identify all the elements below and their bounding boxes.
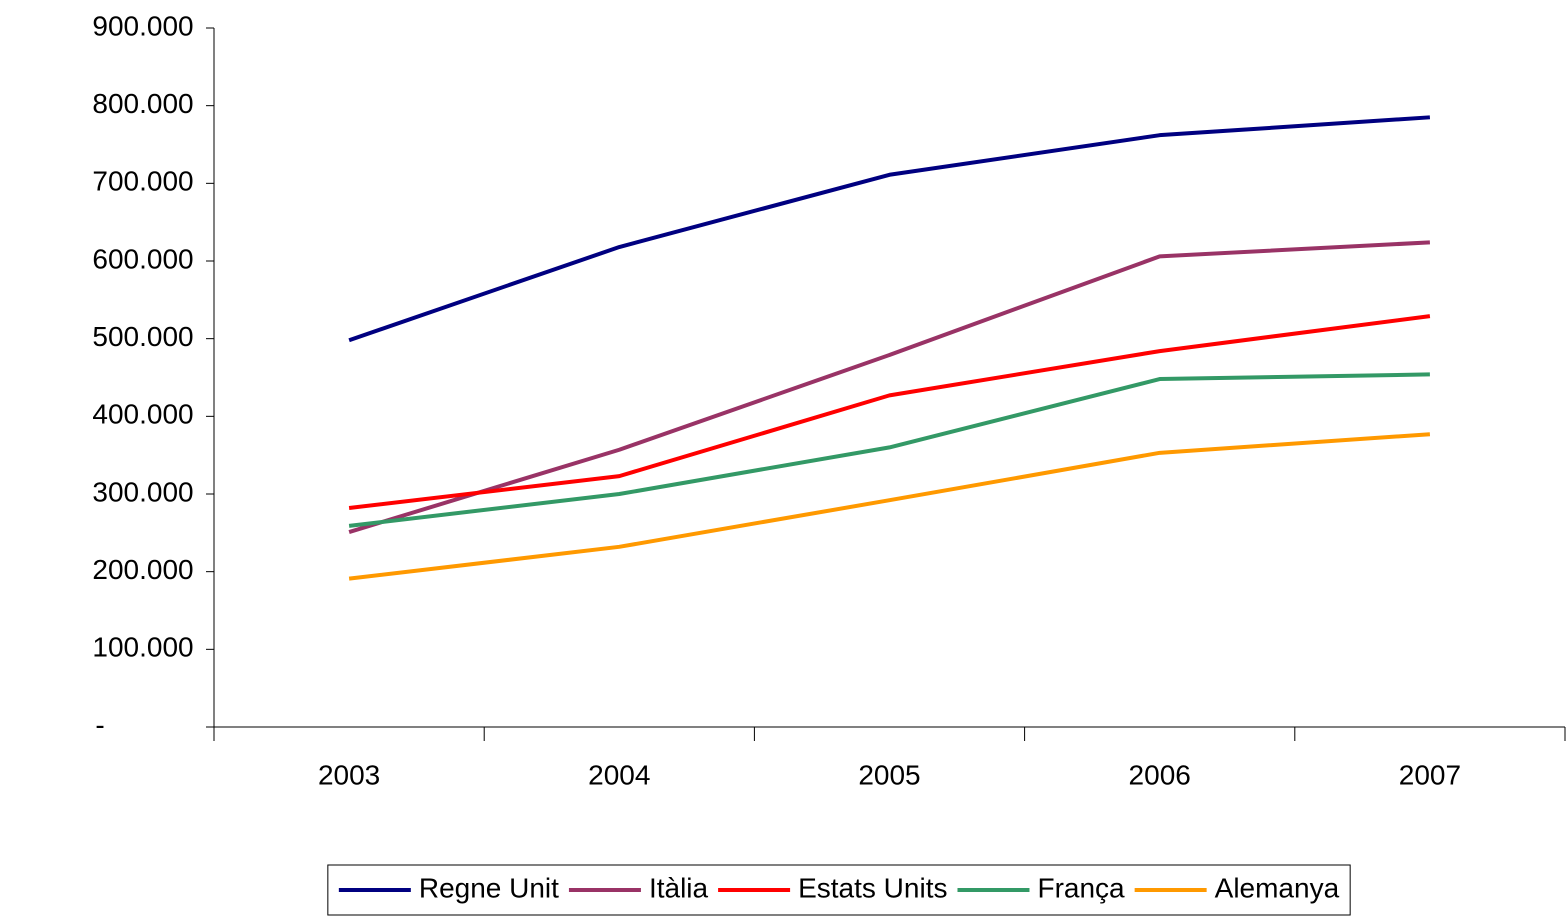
series-line (348, 432, 1431, 581)
legend-label: França (1037, 872, 1125, 903)
y-tick-label: 400.000 (92, 399, 193, 430)
y-tick-label: 600.000 (92, 243, 193, 274)
y-tick-label: 700.000 (92, 166, 193, 197)
legend-label: Itàlia (649, 872, 709, 903)
series-line (348, 115, 1431, 343)
series-line (348, 314, 1431, 510)
y-tick-label: 300.000 (92, 476, 193, 507)
y-tick-label: 500.000 (92, 321, 193, 352)
series-line (348, 240, 1431, 534)
y-tick-label: - (95, 709, 104, 740)
y-tick-label: 900.000 (92, 10, 193, 41)
x-tick-label: 2003 (318, 759, 380, 790)
y-tick-label: 800.000 (92, 88, 193, 119)
series-line (348, 372, 1430, 528)
x-tick-label: 2005 (858, 759, 920, 790)
y-tick-label: 200.000 (92, 554, 193, 585)
legend-label: Alemanya (1215, 872, 1340, 903)
x-tick-label: 2004 (588, 759, 650, 790)
x-tick-label: 2007 (1399, 759, 1461, 790)
legend-label: Estats Units (798, 872, 947, 903)
legend-label: Regne Unit (419, 872, 559, 903)
y-tick-label: 100.000 (92, 632, 193, 663)
x-tick-label: 2006 (1129, 759, 1191, 790)
